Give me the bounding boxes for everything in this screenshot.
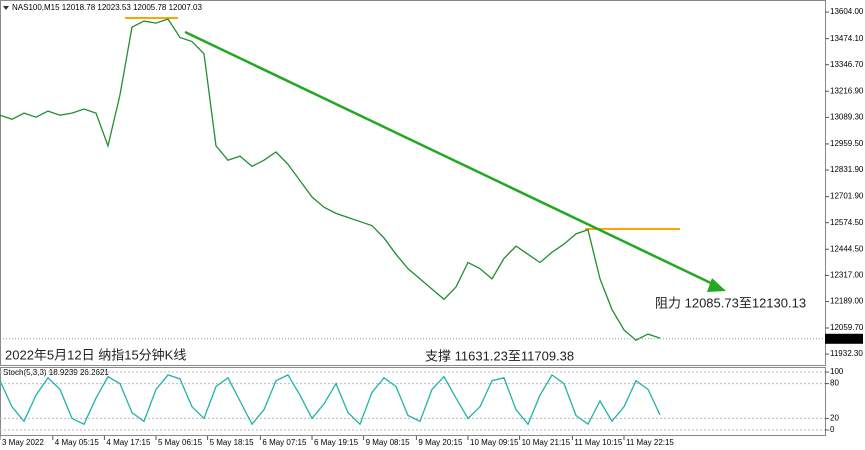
stoch-panel — [0, 367, 826, 436]
y-tick-label: 12831.90 — [830, 165, 864, 174]
trend-arrow — [707, 278, 726, 292]
y-tick-label: 13474.10 — [830, 34, 864, 43]
x-tick-label: 6 May 19:15 — [314, 438, 359, 447]
y-tick-label: 12959.50 — [830, 139, 864, 148]
x-tick-label: 5 May 06:15 — [158, 438, 203, 447]
y-tick-label: 80 — [830, 379, 839, 388]
menu-icon — [3, 6, 9, 10]
trend-line — [184, 30, 716, 287]
y-tick-label: 13604.00 — [830, 7, 864, 16]
y-tick-label: 20 — [830, 414, 839, 423]
y-tick-label: 12444.50 — [830, 244, 864, 253]
x-tick-label: 4 May 05:15 — [55, 438, 100, 447]
y-tick-label: 12189.00 — [830, 297, 864, 306]
y-tick-label: 13089.30 — [830, 112, 864, 121]
x-tick-label: 6 May 07:15 — [262, 438, 307, 447]
x-tick-label: 3 May 2022 — [2, 438, 44, 447]
price-line — [0, 373, 661, 426]
y-tick-label: 100 — [830, 367, 844, 376]
x-tick-label: 9 May 20:15 — [418, 438, 463, 447]
annotation: 支撑 11631.23至11709.38 — [425, 348, 574, 363]
y-tick-label: 13346.70 — [830, 60, 864, 69]
last-price-label: 12007.03 — [828, 334, 862, 343]
x-tick-label: 10 May 21:15 — [522, 438, 571, 447]
y-tick-label: 12574.50 — [830, 218, 864, 227]
x-tick-label: 4 May 17:15 — [106, 438, 151, 447]
price-line — [0, 18, 661, 341]
y-tick-label: 11932.30 — [830, 349, 863, 358]
y-tick-label: 13216.90 — [830, 86, 864, 95]
y-tick-label: 12317.00 — [830, 270, 864, 279]
x-tick-label: 5 May 18:15 — [210, 438, 255, 447]
x-tick-label: 11 May 10:15 — [574, 438, 622, 447]
y-tick-label: 12701.90 — [830, 192, 864, 201]
main-panel — [0, 0, 826, 366]
y-tick-label: 12059.70 — [830, 323, 864, 332]
x-tick-label: 11 May 22:15 — [626, 438, 674, 447]
annotation: 阻力 12085.73至12130.13 — [655, 295, 806, 310]
last-price-box — [825, 333, 863, 344]
x-tick-label: 10 May 09:15 — [470, 438, 519, 447]
chart-title: NAS100,M15 12018.78 12023.53 12005.78 12… — [12, 3, 202, 12]
stoch-title: Stoch(5,3,3) 18.9239 26.2621 — [3, 368, 109, 377]
annotation: 2022年5月12日 纳指15分钟K线 — [5, 347, 186, 362]
y-tick-label: 0 — [830, 425, 835, 434]
x-tick-label: 9 May 08:15 — [366, 438, 411, 447]
